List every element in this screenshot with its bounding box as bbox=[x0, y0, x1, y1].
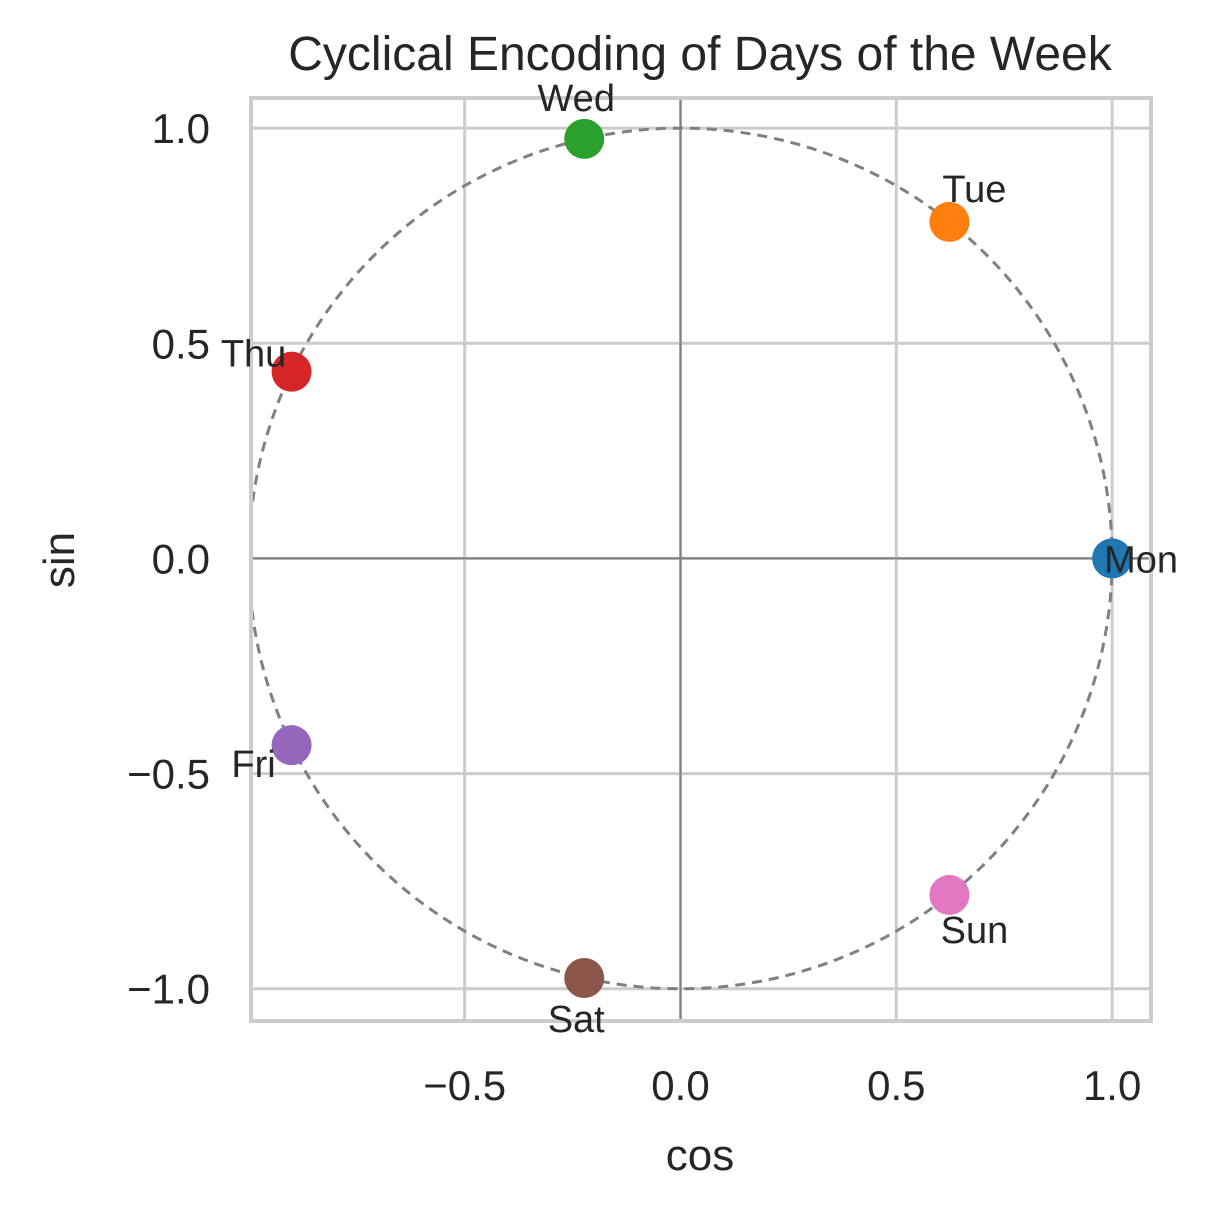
point-mon bbox=[1092, 538, 1133, 579]
chart-title: Cyclical Encoding of Days of the Week bbox=[288, 28, 1113, 81]
y-tick-label: −1.0 bbox=[127, 966, 210, 1013]
point-label-thu: Thu bbox=[221, 334, 286, 376]
y-tick-label: −0.5 bbox=[127, 751, 210, 798]
x-tick-label: 1.0 bbox=[1083, 1062, 1141, 1109]
point-label-tue: Tue bbox=[942, 169, 1006, 211]
x-tick-label: 0.0 bbox=[651, 1062, 709, 1109]
y-tick-label: 0.0 bbox=[152, 535, 210, 582]
plot-frame bbox=[249, 96, 1153, 1023]
point-label-wed: Wed bbox=[538, 78, 615, 120]
point-thu bbox=[271, 351, 312, 392]
point-fri bbox=[271, 725, 312, 766]
x-axis-label: cos bbox=[666, 1131, 734, 1180]
point-label-mon: Mon bbox=[1104, 539, 1178, 581]
point-label-fri: Fri bbox=[231, 744, 275, 786]
y-tick-label: 0.5 bbox=[152, 320, 210, 367]
point-tue bbox=[929, 201, 970, 242]
plot-area: −0.5 0.0 0.5 1.0 −1.0 −0.5 0.0 0.5 1.0 Mon Tue Wed T… bbox=[127, 78, 1178, 1109]
point-sat bbox=[564, 957, 605, 998]
point-label-sun: Sun bbox=[941, 910, 1009, 952]
y-tick-label: 1.0 bbox=[152, 105, 210, 152]
x-tick-label: −0.5 bbox=[423, 1062, 506, 1109]
point-sun bbox=[929, 874, 970, 915]
point-wed bbox=[564, 118, 605, 159]
y-axis-label: sin bbox=[35, 532, 84, 588]
point-label-sat: Sat bbox=[548, 999, 605, 1041]
x-tick-label: 0.5 bbox=[867, 1062, 925, 1109]
